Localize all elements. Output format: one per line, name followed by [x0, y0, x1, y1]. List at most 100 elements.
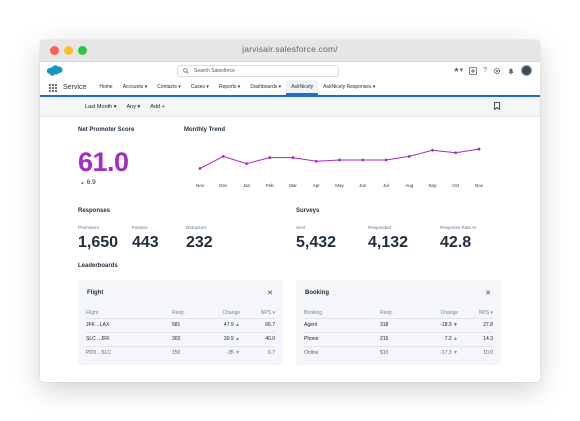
favorites-star-icon[interactable]: ★▾	[453, 66, 464, 74]
nps-sort-column-header[interactable]: NPS ▾	[458, 308, 493, 319]
column-header[interactable]: Flight	[86, 308, 172, 319]
x-tick-label: May	[335, 183, 344, 188]
nav-item-home[interactable]: Home	[94, 80, 117, 95]
trend-data-point[interactable]	[338, 158, 341, 162]
trend-data-point[interactable]	[407, 154, 411, 158]
surveys-title: Surveys	[296, 208, 320, 214]
nav-item-asknicely-responses[interactable]: AskNicely Responses ▾	[318, 80, 380, 95]
global-search-input[interactable]: Search Salesforce	[177, 65, 339, 77]
nav-item-accounts[interactable]: Accounts ▾	[118, 80, 152, 95]
table-row[interactable]: SLC→JFK 302 30.9 ▲ 40.0	[86, 332, 275, 347]
detractors-value: 232	[186, 234, 213, 251]
monthly-trend-chart: Nov Dec Jan Feb Mar Apr May Jun Jul Aug Sep Oct Nov	[196, 147, 484, 188]
up-arrow-icon: ▲	[80, 180, 85, 186]
trend-data-point[interactable]	[268, 156, 272, 159]
nps-value: 61.0	[78, 147, 129, 177]
x-tick-label: Oct	[452, 183, 460, 188]
responses-title: Responses	[78, 208, 111, 214]
trend-data-point[interactable]	[477, 147, 481, 151]
period-filter-dropdown[interactable]: Last Month ▾	[85, 103, 117, 110]
trend-data-point[interactable]	[221, 154, 225, 158]
table-row[interactable]: Phone 215 7.2 ▲ 14.3	[304, 332, 493, 347]
nav-item-contacts[interactable]: Contacts ▾	[152, 80, 186, 95]
nav-item-label: Cases	[190, 84, 205, 90]
down-arrow-icon: ▼	[451, 322, 458, 328]
flight-panel-title: Flight	[87, 290, 104, 296]
nps-sort-column-header[interactable]: NPS ▾	[240, 308, 275, 319]
row-name-cell: JFK→LAX	[86, 318, 172, 333]
row-change-cell: 47.9 ▲	[202, 318, 240, 333]
nav-item-label: Contacts	[157, 84, 177, 90]
detractors-label: Detractors	[186, 225, 207, 230]
help-icon[interactable]: ?	[483, 66, 487, 74]
x-tick-label: Jul	[383, 183, 389, 188]
promoters-label: Promoters	[78, 225, 99, 230]
nav-item-label: Home	[99, 84, 113, 90]
chevron-down-icon[interactable]: ▾	[236, 84, 241, 90]
chevron-down-icon[interactable]: ▾	[277, 84, 282, 90]
chevron-down-icon[interactable]: ▾	[205, 84, 209, 90]
nav-item-label: AskNicely Responses	[323, 84, 372, 90]
nav-item-reports[interactable]: Reports ▾	[214, 80, 245, 95]
row-responses-cell: 215	[380, 332, 416, 347]
gear-icon[interactable]	[493, 67, 501, 75]
row-nps-cell: 14.3	[458, 332, 493, 347]
row-name-cell: Agent	[304, 318, 380, 333]
leaderboards-title: Leaderboards	[78, 263, 118, 269]
sent-value: 5,432	[296, 234, 337, 251]
chevron-down-icon[interactable]: ▾	[143, 84, 148, 90]
salesforce-cloud-logo[interactable]	[46, 64, 63, 77]
app-launcher-icon[interactable]	[49, 83, 57, 92]
close-window-button[interactable]	[50, 46, 59, 55]
column-header[interactable]: Change	[202, 308, 240, 319]
notification-bell-icon[interactable]	[507, 67, 515, 75]
search-icon	[183, 68, 189, 74]
global-actions-plus-icon[interactable]	[469, 66, 478, 75]
table-row[interactable]: Agent 318 -18.9 ▼ 27.8	[304, 318, 493, 333]
nps-title: Net Promoter Score	[78, 127, 135, 133]
trend-data-point[interactable]	[361, 158, 365, 162]
nav-item-cases[interactable]: Cases ▾	[186, 80, 214, 95]
response-rate-value: 42.8	[440, 234, 472, 251]
x-tick-label: Nov	[475, 183, 484, 188]
column-header[interactable]: Resp.	[172, 308, 202, 319]
chevron-down-icon[interactable]: ▾	[176, 84, 181, 90]
address-bar-url[interactable]: jarvisair.salesforce.com/	[242, 44, 338, 54]
x-tick-label: Feb	[266, 183, 274, 188]
x-tick-label: Mar	[289, 183, 297, 188]
trend-data-point[interactable]	[454, 151, 458, 155]
column-header[interactable]: Change	[416, 308, 458, 319]
column-header[interactable]: Resp.	[380, 308, 416, 319]
table-row[interactable]: JFK→LAX 581 47.9 ▲ 66.7	[86, 318, 275, 333]
monthly-trend-title: Monthly Trend	[184, 127, 225, 133]
row-name-cell: SLC→JFK	[86, 332, 172, 347]
nav-item-dashboards[interactable]: Dashboards ▾	[245, 80, 286, 95]
trend-data-point[interactable]	[198, 167, 202, 170]
bookmark-icon[interactable]	[494, 102, 500, 110]
app-navigation-bar: Service Home Accounts ▾ Contacts ▾ Cases ▾ R…	[40, 80, 540, 97]
passive-label: Passive	[132, 225, 148, 230]
sent-label: Sent	[296, 225, 306, 230]
row-change-cell: 30.9 ▲	[202, 332, 240, 347]
maximize-window-button[interactable]	[78, 46, 87, 55]
trend-data-point[interactable]	[431, 148, 434, 152]
close-icon[interactable]: ✕	[267, 290, 273, 297]
trend-data-point[interactable]	[245, 162, 248, 166]
nav-item-asknicely[interactable]: AskNicely	[286, 80, 319, 95]
minimize-window-button[interactable]	[64, 46, 73, 55]
any-filter-dropdown[interactable]: Any ▾	[126, 103, 141, 110]
row-nps-cell: 66.7	[240, 318, 275, 333]
responded-label: Responded	[368, 225, 392, 230]
chevron-down-icon[interactable]: ▾	[371, 84, 376, 90]
trend-data-point[interactable]	[384, 158, 388, 162]
row-nps-cell: 40.0	[240, 332, 275, 347]
trend-data-point[interactable]	[314, 159, 318, 163]
close-icon[interactable]: ✕	[485, 290, 491, 297]
trend-data-point[interactable]	[291, 156, 295, 159]
user-avatar[interactable]	[521, 65, 532, 76]
passive-value: 443	[132, 234, 159, 251]
responded-value: 4,132	[368, 234, 409, 251]
x-tick-label: Jan	[243, 183, 251, 188]
column-header[interactable]: Booking	[304, 308, 380, 319]
add-filter-button[interactable]: Add +	[150, 103, 165, 110]
